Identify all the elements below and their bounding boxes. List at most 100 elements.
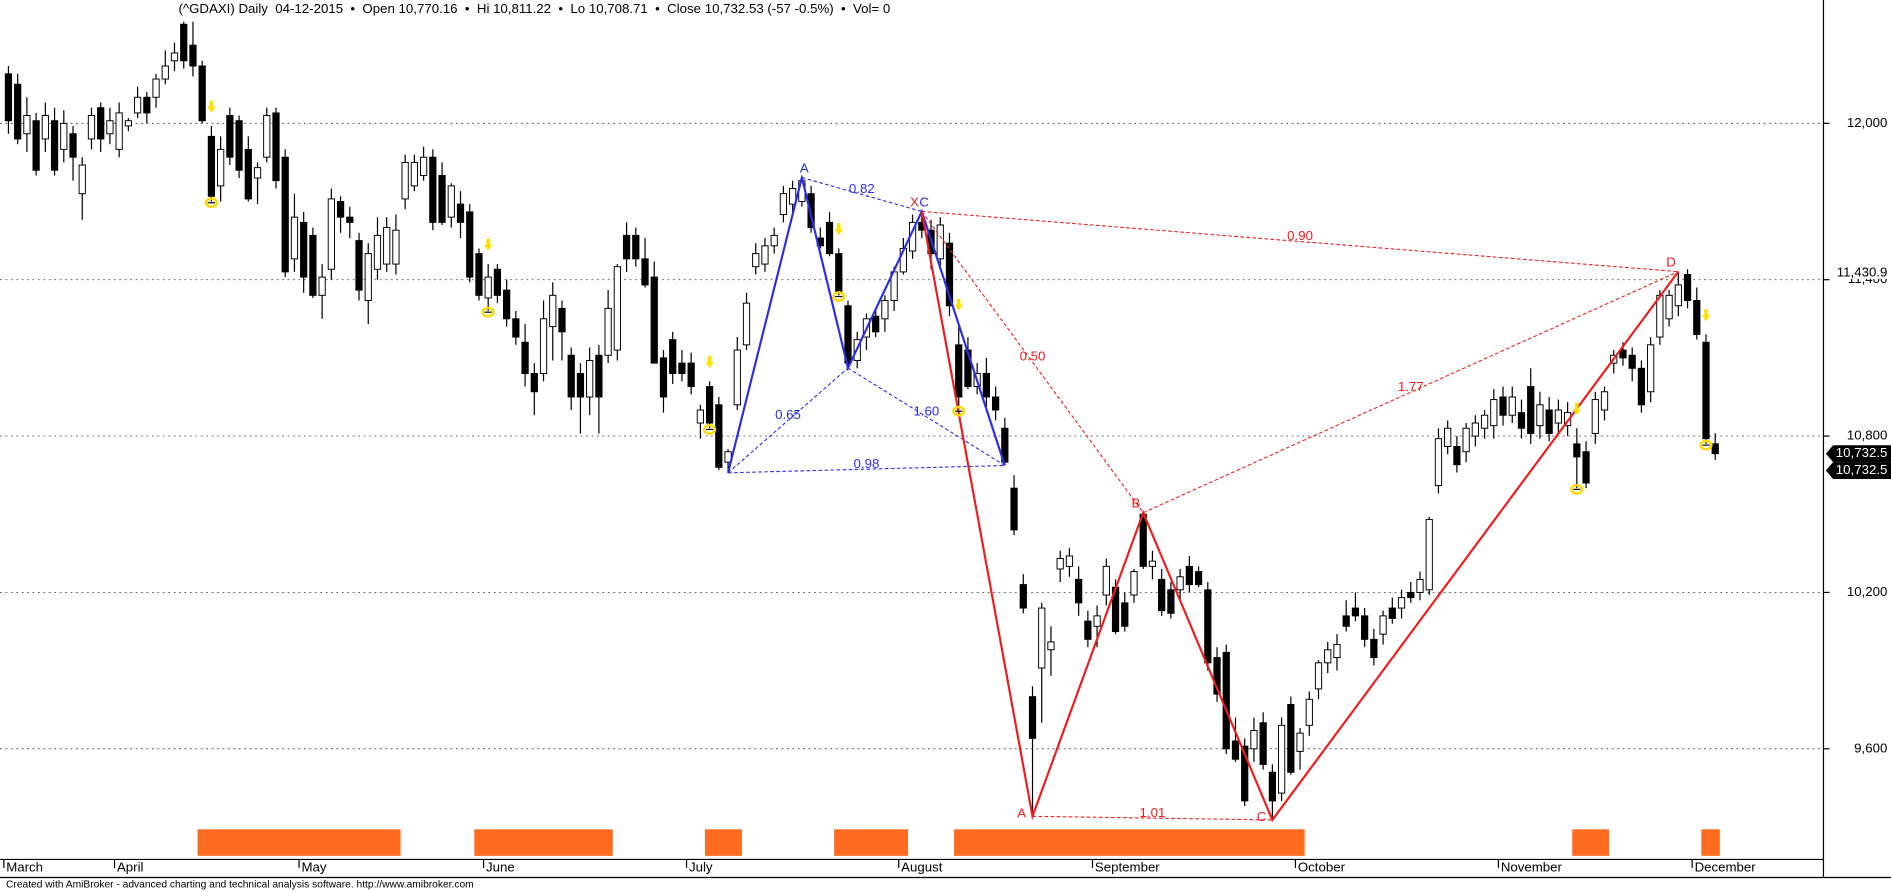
candle-body (1204, 589, 1212, 664)
candle-body (1167, 589, 1175, 614)
candle-body (1139, 513, 1147, 567)
candle-body (715, 404, 723, 468)
pattern-ratio: 1.01 (1140, 805, 1166, 820)
candle-body (226, 115, 234, 158)
candle-body (604, 307, 612, 356)
candle-body (133, 96, 142, 114)
candle-body (373, 234, 382, 270)
candle-body (253, 167, 262, 179)
candle-body (1379, 615, 1387, 635)
candle-body (235, 120, 243, 171)
pattern-point-label: C (919, 194, 929, 209)
candle-body (1517, 412, 1526, 429)
candle-body (1462, 427, 1470, 453)
candle-body (586, 360, 594, 398)
x-tick-label: May (301, 859, 326, 874)
patterns: 0.65 0.82 1.60 0.98 A C 0.50 1.01 1.77 0.90 X A B C D (727, 161, 1680, 824)
candle-body (1342, 615, 1350, 627)
candle-body (355, 240, 363, 291)
candle-body (41, 115, 49, 140)
signal-band (704, 829, 742, 856)
candle-body (410, 161, 418, 187)
signal-bands (197, 829, 1720, 856)
signal-circle (952, 405, 966, 417)
candle-body (1056, 558, 1064, 570)
candle-body (1628, 354, 1636, 369)
candle-body (198, 65, 206, 122)
candle-body (143, 96, 151, 114)
candle-body (429, 156, 437, 223)
candle-body (530, 373, 538, 393)
candle-body (835, 253, 843, 294)
candle-body (825, 221, 834, 255)
candle-body (1102, 565, 1110, 596)
candle-body (613, 266, 621, 351)
candle-body (1416, 578, 1424, 593)
candle-body (281, 156, 289, 273)
pattern-ratio-line (1142, 271, 1679, 514)
signal-arrow (1572, 402, 1582, 415)
pattern-ratio: 0.65 (775, 407, 801, 422)
candle-body (521, 341, 529, 375)
pattern-ratio: 0.82 (849, 181, 875, 196)
candle-body (881, 300, 889, 320)
candle-body (1647, 344, 1655, 393)
candle-body (161, 65, 169, 80)
candle-body (761, 245, 769, 265)
candle-body (1711, 443, 1719, 455)
pattern-ratio: 0.90 (1287, 228, 1313, 243)
candle-body (170, 52, 179, 62)
candle-body (1490, 399, 1498, 427)
candle-body (1121, 602, 1129, 627)
level-label: 11,430.9 (1837, 264, 1888, 279)
candle-body (1287, 704, 1295, 773)
pattern-ratio: 0.50 (1020, 349, 1046, 364)
candle-body (401, 161, 409, 200)
candle-body (1075, 578, 1083, 604)
candle-body (1545, 409, 1553, 434)
candle-body (687, 362, 695, 388)
x-tick-label: November (1501, 859, 1563, 874)
candle-body (1508, 396, 1516, 416)
candle-body (872, 315, 880, 333)
candle-body (309, 234, 317, 296)
candle-body (595, 354, 603, 398)
candle-body (336, 201, 345, 218)
candle-body (622, 234, 631, 260)
candle-body (659, 357, 668, 398)
candle-body (1185, 565, 1193, 586)
chart-title: (^GDAXI) Daily 04-12-2015 • Open 10,770.… (178, 1, 890, 16)
pattern-ratio-line (727, 367, 849, 474)
candle-body (346, 216, 354, 223)
candle-body (1130, 571, 1138, 596)
candle-body (1259, 722, 1267, 765)
candle-body (1527, 386, 1535, 434)
candle-body (1314, 662, 1323, 690)
candle-body (770, 234, 778, 247)
pattern-point-label: D (1666, 255, 1676, 270)
footer: Created with AmiBroker - advanced charti… (6, 879, 474, 890)
candle-body (1351, 607, 1360, 617)
signal-circle (481, 306, 495, 318)
candle-body (290, 216, 299, 260)
candle-body (1554, 409, 1563, 424)
candle-body (106, 120, 114, 135)
candle-body (484, 276, 492, 299)
signal-arrow (483, 238, 493, 251)
x-tick-label: June (486, 859, 515, 874)
pattern-ratio-line (847, 367, 1006, 466)
candle-body (576, 373, 585, 398)
candle-body (383, 227, 391, 265)
candle-body (1536, 404, 1544, 427)
candle-body (1084, 620, 1092, 640)
pattern-ratio-line (1032, 815, 1273, 821)
candle-body (1573, 443, 1581, 458)
candle-body (539, 318, 548, 375)
candle-body (1277, 724, 1286, 794)
candle-body (152, 78, 160, 98)
candle-body (1213, 657, 1221, 695)
y-tick-label: 10,800 (1847, 428, 1888, 443)
signal-circle (832, 291, 846, 302)
pattern-ratio-line (801, 177, 922, 212)
